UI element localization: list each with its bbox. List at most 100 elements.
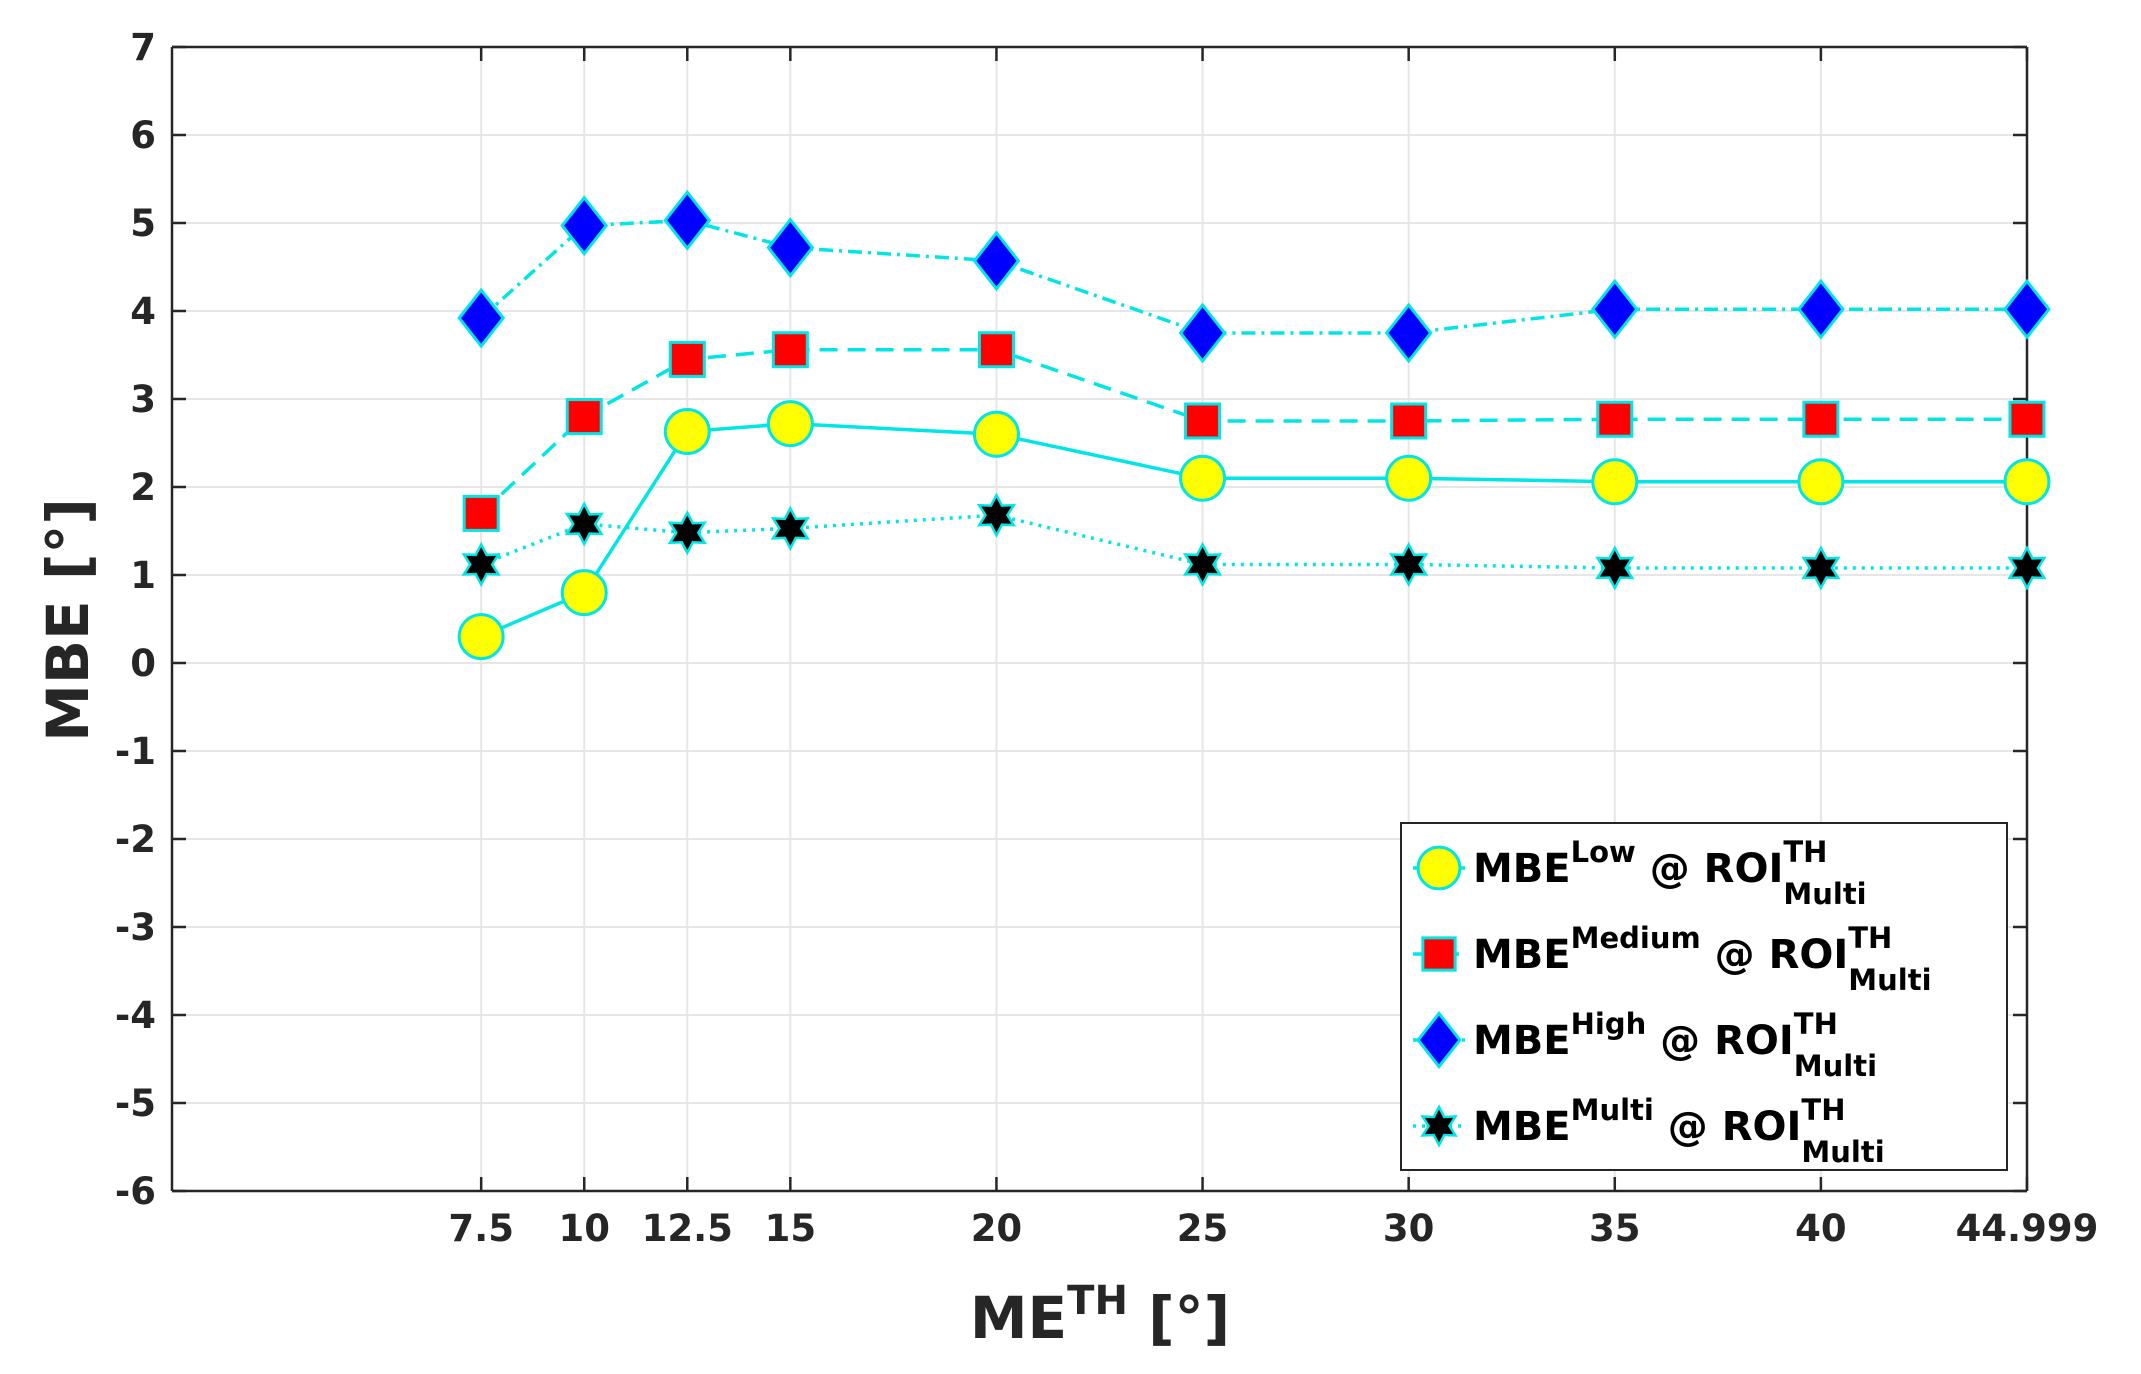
data-point-circle bbox=[1797, 458, 1845, 506]
y-tick-label: -2 bbox=[115, 818, 156, 861]
x-axis-title-main: ME bbox=[970, 1284, 1067, 1352]
y-tick-label: 5 bbox=[130, 202, 156, 245]
legend-marker-diamond bbox=[1416, 1010, 1462, 1070]
data-point-hexagram bbox=[976, 492, 1017, 538]
data-point-circle bbox=[972, 410, 1020, 458]
data-point-square bbox=[1390, 402, 1428, 440]
x-tick-label: 7.5 bbox=[448, 1207, 514, 1250]
data-point-circle bbox=[1591, 458, 1639, 506]
axes bbox=[170, 45, 2029, 1193]
data-point-square bbox=[2008, 400, 2046, 438]
x-tick-label: 10 bbox=[558, 1207, 610, 1250]
legend-label-sup2: TH bbox=[1794, 1007, 1838, 1041]
data-point-diamond bbox=[972, 230, 1021, 292]
data-point-diamond bbox=[1590, 278, 1639, 340]
x-tick-label: 44.999 bbox=[1956, 1207, 2099, 1250]
series-line-diamond bbox=[480, 218, 2027, 335]
tick-labels: -6 -5 -4 -3 -2 -1 0 1 2 3 4 5 6 7 7.5 10 12.5 15 20 25 30 35 4… bbox=[115, 26, 2098, 1250]
data-point-diamond bbox=[560, 195, 609, 257]
data-point-square bbox=[1596, 400, 1634, 438]
legend-label-sup: High bbox=[1571, 1007, 1647, 1041]
y-tick-label: 3 bbox=[130, 378, 156, 421]
legend-label-main: MBE bbox=[1473, 932, 1571, 978]
legend-label-mid: @ ROI bbox=[1654, 1104, 1802, 1150]
data-point-hexagram bbox=[1595, 545, 1635, 591]
legend-box bbox=[1400, 822, 2008, 1171]
y-tick-label: 6 bbox=[130, 114, 156, 157]
x-tick-label: 15 bbox=[765, 1207, 817, 1250]
series-line-circle bbox=[480, 421, 2027, 639]
data-point-hexagram bbox=[2007, 545, 2047, 591]
x-tick-label: 25 bbox=[1177, 1207, 1229, 1250]
y-tick-label: -6 bbox=[115, 1170, 156, 1213]
data-point-circle bbox=[560, 569, 608, 617]
data-point-diamond bbox=[1178, 302, 1227, 364]
legend-label-mid: @ ROI bbox=[1701, 932, 1849, 978]
data-point-circle bbox=[1179, 454, 1227, 502]
legend-label-main: MBE bbox=[1473, 1104, 1571, 1150]
legend-label-sup2: TH bbox=[1783, 835, 1827, 869]
legend-label-sub2: Multi bbox=[1801, 1135, 1884, 1169]
data-point-hexagram bbox=[564, 501, 604, 547]
x-tick-label: 40 bbox=[1795, 1207, 1847, 1250]
data-point-circle bbox=[457, 613, 505, 661]
data-point-square bbox=[977, 331, 1015, 369]
x-axis-title: METH [°] bbox=[970, 1278, 1230, 1352]
x-axis-title-unit: [°] bbox=[1128, 1284, 1230, 1352]
legend-label-sup2: TH bbox=[1801, 1093, 1845, 1127]
data-point-circle bbox=[663, 408, 711, 456]
data-point-square bbox=[462, 494, 500, 532]
legend-marker-square bbox=[1421, 936, 1457, 972]
data-point-square bbox=[771, 331, 809, 369]
data-point-square bbox=[565, 398, 603, 436]
data-point-hexagram bbox=[1801, 545, 1841, 591]
legend-label-main: MBE bbox=[1473, 1018, 1571, 1064]
legend-marker-hexagram bbox=[1420, 1104, 1458, 1148]
data-point-circle bbox=[2003, 458, 2051, 506]
x-tick-label: 12.5 bbox=[642, 1207, 733, 1250]
legend-label-sup: Low bbox=[1571, 835, 1636, 869]
legend-label: MBEMulti @ ROITH Multi bbox=[1473, 1093, 1885, 1169]
data-point-square bbox=[668, 340, 706, 378]
y-tick-label: 7 bbox=[130, 26, 156, 69]
x-axis-title-sup: TH bbox=[1067, 1278, 1128, 1324]
y-tick-label: -3 bbox=[115, 906, 156, 949]
data-point-hexagram bbox=[1389, 541, 1429, 588]
x-tick-label: 35 bbox=[1589, 1207, 1641, 1250]
legend-label: MBEHigh @ ROITH Multi bbox=[1473, 1007, 1877, 1083]
legend-label-main: MBE bbox=[1473, 846, 1571, 892]
y-tick-label: -4 bbox=[115, 994, 156, 1037]
y-tick-label: -5 bbox=[115, 1082, 156, 1125]
y-axis-title: MBE [°] bbox=[34, 498, 102, 742]
legend-label-sub2: Multi bbox=[1848, 963, 1931, 997]
series-line-hexagram bbox=[480, 513, 2027, 570]
data-point-circle bbox=[766, 400, 814, 448]
legend-label-sub2: Multi bbox=[1794, 1049, 1877, 1083]
legend-label-sub2: Multi bbox=[1783, 877, 1866, 911]
x-tick-label: 20 bbox=[971, 1207, 1023, 1250]
data-point-hexagram bbox=[1182, 541, 1223, 588]
data-point-hexagram bbox=[770, 505, 810, 552]
y-tick-label: -1 bbox=[115, 730, 156, 773]
data-point-square bbox=[1184, 402, 1222, 440]
data-point-diamond bbox=[663, 189, 712, 251]
y-tick-label: 2 bbox=[130, 466, 156, 509]
data-point-circle bbox=[1385, 454, 1433, 502]
y-tick-label: 1 bbox=[130, 554, 156, 597]
data-point-diamond bbox=[1796, 278, 1845, 340]
y-tick-label: 0 bbox=[130, 642, 156, 685]
legend-label-sup: Medium bbox=[1571, 921, 1701, 955]
legend-label: MBEMedium @ ROITH Multi bbox=[1473, 921, 1932, 997]
legend-label-sup: Multi bbox=[1571, 1093, 1654, 1127]
legend-label-sup2: TH bbox=[1848, 921, 1892, 955]
data-point-diamond bbox=[457, 287, 506, 349]
data-point-hexagram bbox=[461, 541, 501, 588]
data-point-diamond bbox=[766, 217, 815, 279]
series-layer bbox=[457, 189, 2051, 661]
series-line-square bbox=[479, 347, 2027, 515]
data-point-diamond bbox=[1384, 302, 1433, 364]
legend-label: MBELow @ ROITH Multi bbox=[1473, 835, 1867, 911]
legend-label-mid: @ ROI bbox=[1646, 1018, 1794, 1064]
